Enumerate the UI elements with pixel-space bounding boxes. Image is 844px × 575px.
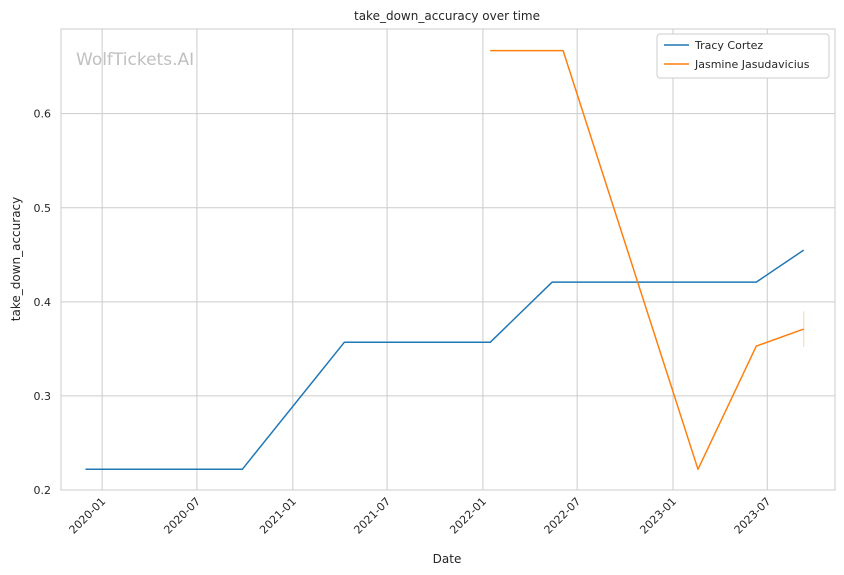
x-tick-labels: 2020-01 2020-07 2021-01 2021-07 2022-01 2022-… xyxy=(67,495,774,537)
y-tick-labels: 0.2 0.3 0.4 0.5 0.6 xyxy=(34,108,52,497)
watermark: WolfTickets.AI xyxy=(76,50,194,70)
y-tick-label: 0.3 xyxy=(34,390,52,403)
y-tick-label: 0.2 xyxy=(34,484,52,497)
series-layer xyxy=(85,49,805,471)
series-line-tracy-cortez xyxy=(85,249,805,471)
grid-lines xyxy=(61,29,835,491)
y-tick-label: 0.4 xyxy=(34,296,52,309)
x-tick-label: 2020-07 xyxy=(161,495,203,537)
legend: Tracy Cortez Jasmine Jasudavicius xyxy=(656,33,830,79)
series-line-jasmine-jasudavicius xyxy=(490,49,804,471)
x-tick-label: 2021-01 xyxy=(257,495,299,537)
x-tick-label: 2023-07 xyxy=(732,495,774,537)
x-tick-label: 2021-07 xyxy=(351,495,393,537)
legend-label-tracy-cortez: Tracy Cortez xyxy=(694,39,763,52)
x-tick-label: 2022-07 xyxy=(542,495,584,537)
legend-label-jasmine-jasudavicius: Jasmine Jasudavicius xyxy=(694,58,810,71)
plot-area xyxy=(60,28,836,491)
y-axis-label: take_down_accuracy xyxy=(9,197,23,321)
y-tick-label: 0.6 xyxy=(34,108,52,121)
legend-box xyxy=(656,33,830,79)
x-tick-label: 2023-01 xyxy=(637,495,679,537)
x-tick-label: 2022-01 xyxy=(447,495,489,537)
y-tick-label: 0.5 xyxy=(34,202,52,215)
chart-title: take_down_accuracy over time xyxy=(354,9,540,23)
x-tick-label: 2020-01 xyxy=(67,495,109,537)
x-axis-label: Date xyxy=(433,552,462,566)
